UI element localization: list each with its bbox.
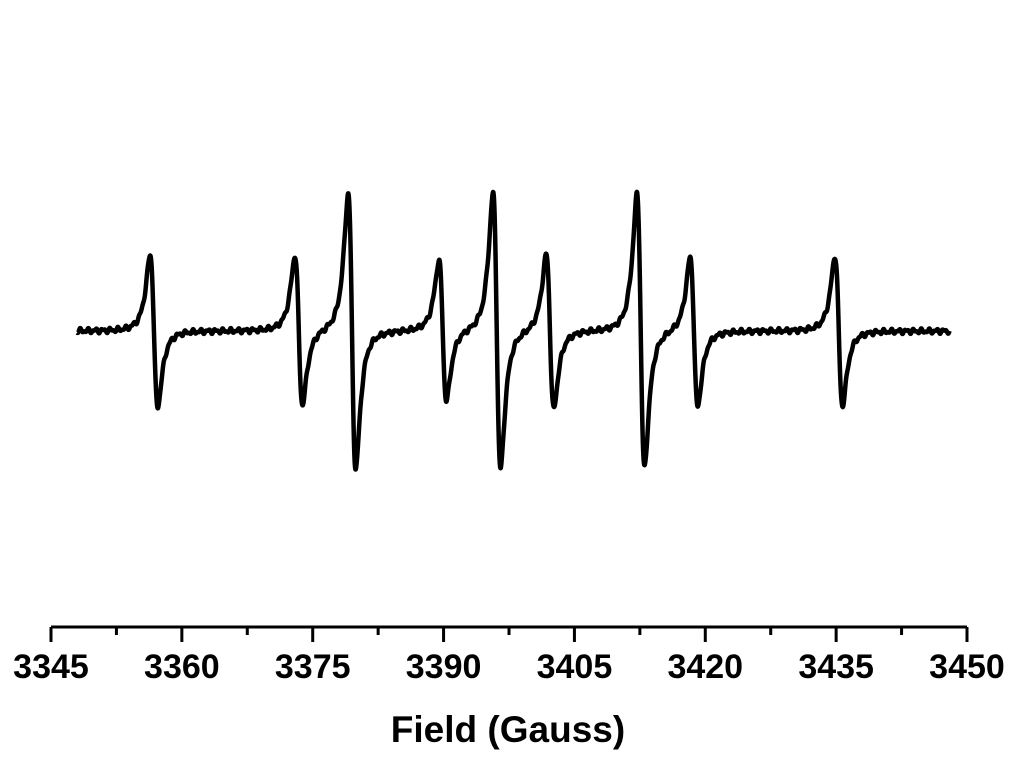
x-tick-label: 3450 (929, 648, 1005, 686)
x-tick-label: 3390 (406, 648, 482, 686)
x-tick-label: 3360 (144, 648, 220, 686)
x-tick-label: 3420 (667, 648, 743, 686)
spectrum-line (75, 189, 952, 472)
x-tick-label: 3345 (13, 648, 89, 686)
x-axis: 3345 3360 3375 3390 3405 3420 3435 3450 (13, 625, 1005, 686)
x-tick-label: 3375 (275, 648, 351, 686)
x-tick-label: 3435 (798, 648, 874, 686)
plot-area (75, 189, 952, 472)
x-tick-label: 3405 (537, 648, 613, 686)
x-axis-title: Field (Gauss) (391, 709, 625, 750)
